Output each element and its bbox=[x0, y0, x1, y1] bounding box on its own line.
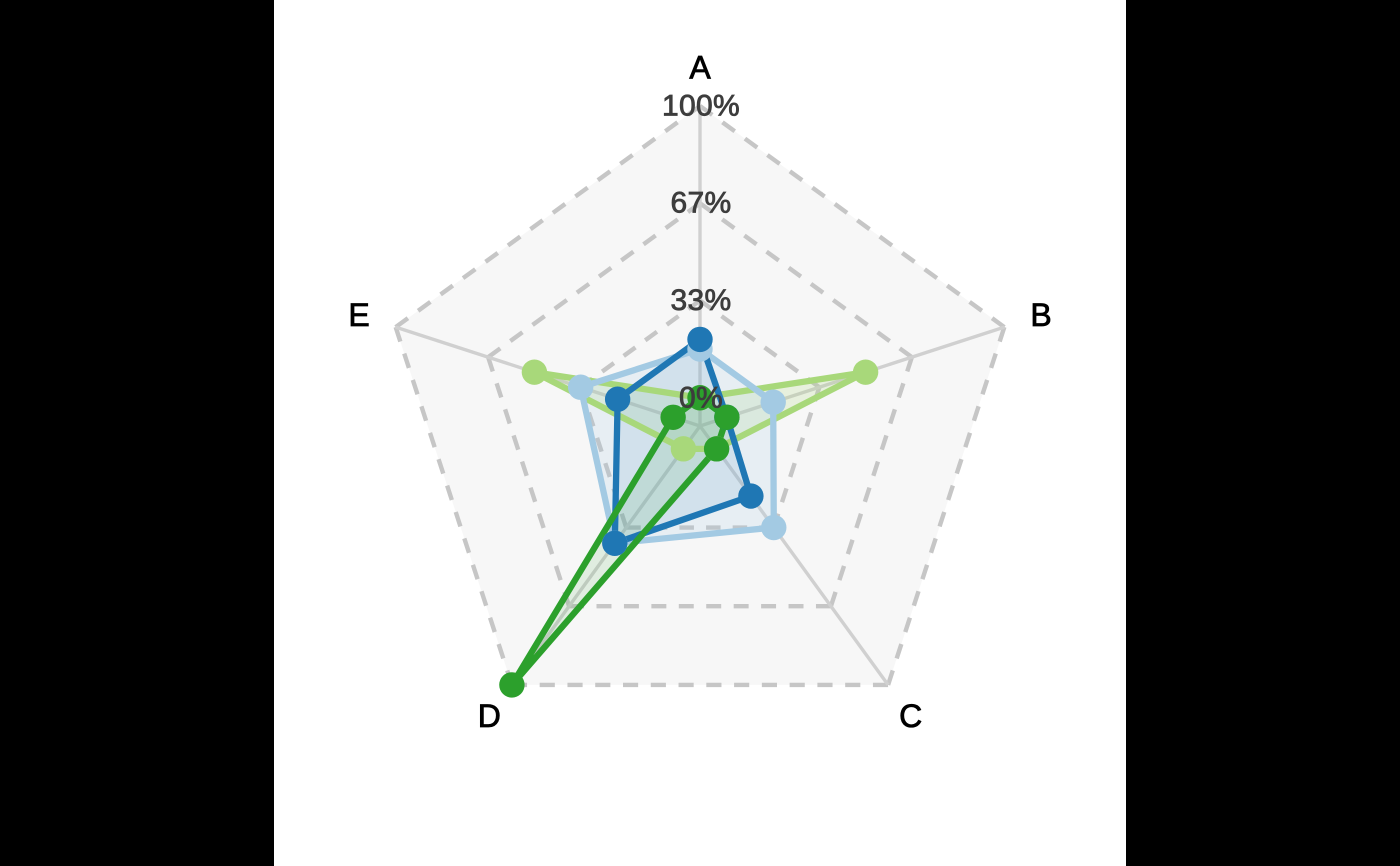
svg-text:D: D bbox=[478, 698, 501, 734]
svg-text:100%: 100% bbox=[662, 90, 740, 123]
svg-text:0%: 0% bbox=[679, 381, 723, 414]
svg-text:C: C bbox=[899, 698, 922, 734]
svg-text:33%: 33% bbox=[671, 284, 732, 317]
svg-text:67%: 67% bbox=[671, 187, 732, 220]
svg-text:A: A bbox=[689, 50, 711, 86]
svg-text:E: E bbox=[348, 297, 369, 333]
svg-text:B: B bbox=[1030, 297, 1051, 333]
